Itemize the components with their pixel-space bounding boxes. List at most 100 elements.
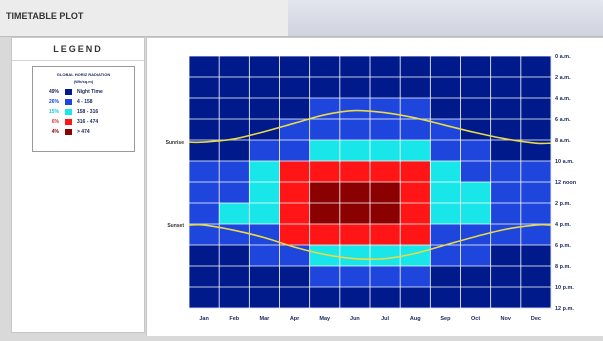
- x-tick-label: May: [319, 316, 331, 322]
- y-tick-label: 2 a.m.: [555, 75, 571, 81]
- heatmap-cell: [249, 182, 280, 204]
- heatmap-cell: [279, 224, 310, 246]
- heatmap-cell: [370, 161, 401, 183]
- heatmap-cell: [309, 77, 341, 99]
- heatmap-cell: [279, 119, 310, 141]
- heatmap-cell: [460, 98, 491, 120]
- heatmap-cell: [520, 224, 552, 246]
- x-tick-label: Jul: [381, 316, 389, 322]
- heatmap-cell: [460, 182, 491, 204]
- heatmap-cell: [520, 203, 552, 225]
- heatmap-cell: [430, 56, 461, 78]
- y-tick-label: 10 a.m.: [555, 159, 574, 165]
- heatmap-cell: [339, 203, 371, 225]
- heatmap-cell: [430, 266, 461, 288]
- x-tick-label: Jan: [199, 316, 209, 322]
- heatmap-cell: [520, 266, 552, 288]
- heatmap-cell: [249, 119, 280, 141]
- x-tick-label: Aug: [410, 316, 421, 322]
- legend-item-percent: 49%: [48, 89, 59, 95]
- heatmap-cell: [460, 224, 491, 246]
- legend-swatch: [65, 89, 72, 95]
- y-tick-label: 6 a.m.: [555, 117, 571, 123]
- heatmap-cell: [189, 140, 220, 162]
- heatmap-cell: [370, 287, 401, 309]
- heatmap-cell: [309, 56, 341, 78]
- heatmap-cell: [219, 224, 250, 246]
- heatmap-cell: [400, 287, 431, 309]
- x-tick-label: Nov: [501, 316, 512, 322]
- heatmap-cell: [400, 161, 431, 183]
- legend-item-label: 316 - 474: [77, 119, 99, 125]
- heatmap-cell: [490, 140, 522, 162]
- heatmap-cell: [219, 245, 250, 267]
- heatmap-cell: [400, 245, 431, 267]
- legend-item: 49% Night Time: [33, 89, 134, 96]
- heatmap-cell: [490, 266, 522, 288]
- legend-item: 4% > 474: [33, 129, 134, 136]
- heatmap-cell: [189, 56, 220, 78]
- heatmap-cell: [279, 98, 310, 120]
- legend-swatch: [65, 109, 72, 115]
- heatmap-cell: [249, 161, 280, 183]
- heatmap-cell: [219, 182, 250, 204]
- legend-item: 26% 4 - 158: [33, 99, 134, 106]
- heatmap-cell: [430, 161, 461, 183]
- heatmap-cell: [490, 119, 522, 141]
- heatmap-cell: [520, 119, 552, 141]
- heatmap-cell: [189, 203, 220, 225]
- heatmap-cell: [520, 140, 552, 162]
- legend-item-percent: 6%: [51, 119, 59, 125]
- heatmap-cell: [249, 140, 280, 162]
- heatmap-cell: [339, 140, 371, 162]
- heatmap-cell: [460, 161, 491, 183]
- heatmap-cell: [309, 203, 341, 225]
- heatmap-cell: [370, 77, 401, 99]
- window-titlebar: TIMETABLE PLOT: [0, 0, 603, 37]
- heatmap-cell: [460, 245, 491, 267]
- x-tick-label: Dec: [531, 316, 541, 322]
- heatmap-cell: [249, 287, 280, 309]
- heatmap-cell: [430, 98, 461, 120]
- heatmap-cell: [189, 98, 220, 120]
- heatmap-cell: [430, 245, 461, 267]
- heatmap-cell: [189, 77, 220, 99]
- legend-box: GLOBAL HORIZ RADIATION (Wh/sq.m) 49% Nigh…: [32, 66, 135, 152]
- y-tick-label: 12 p.m.: [555, 306, 574, 312]
- heatmap-cell: [219, 287, 250, 309]
- sunset-label: Sunset: [167, 223, 184, 229]
- heatmap-cell: [189, 245, 220, 267]
- legend-item-percent: 4%: [51, 129, 59, 135]
- heatmap-cell: [430, 182, 461, 204]
- heatmap-cell: [370, 140, 401, 162]
- heatmap-cell: [279, 161, 310, 183]
- heatmap-cell: [339, 182, 371, 204]
- heatmap-cell: [490, 161, 522, 183]
- legend-item-label: 4 - 158: [77, 99, 93, 105]
- x-tick-label: Sep: [440, 316, 451, 322]
- heatmap-cell: [400, 77, 431, 99]
- heatmap-cell: [219, 161, 250, 183]
- x-tick-label: Mar: [260, 316, 271, 322]
- heatmap-cell: [219, 119, 250, 141]
- heatmap-cell: [339, 224, 371, 246]
- heatmap-cell: [520, 245, 552, 267]
- heatmap-cell: [249, 98, 280, 120]
- heatmap-cell: [400, 56, 431, 78]
- legend-panel: LEGEND GLOBAL HORIZ RADIATION (Wh/sq.m) …: [11, 37, 145, 333]
- heatmap-cell: [279, 56, 310, 78]
- heatmap-cell: [219, 56, 250, 78]
- heatmap-cell: [249, 245, 280, 267]
- heatmap-cell: [490, 77, 522, 99]
- heatmap-cell: [370, 245, 401, 267]
- y-tick-label: 8 a.m.: [555, 138, 571, 144]
- plot-panel: Sunrise Sunset Jan Feb Mar Apr May Jun Jul Aug Sep…: [146, 37, 603, 336]
- heatmap-cell: [249, 56, 280, 78]
- heatmap-cell: [219, 203, 250, 225]
- legend-item-label: Night Time: [77, 89, 103, 95]
- heatmap-cell: [189, 224, 220, 246]
- heatmap-cell: [279, 245, 310, 267]
- heatmap-cell: [430, 224, 461, 246]
- heatmap-cell: [460, 203, 491, 225]
- heatmap-cell: [219, 266, 250, 288]
